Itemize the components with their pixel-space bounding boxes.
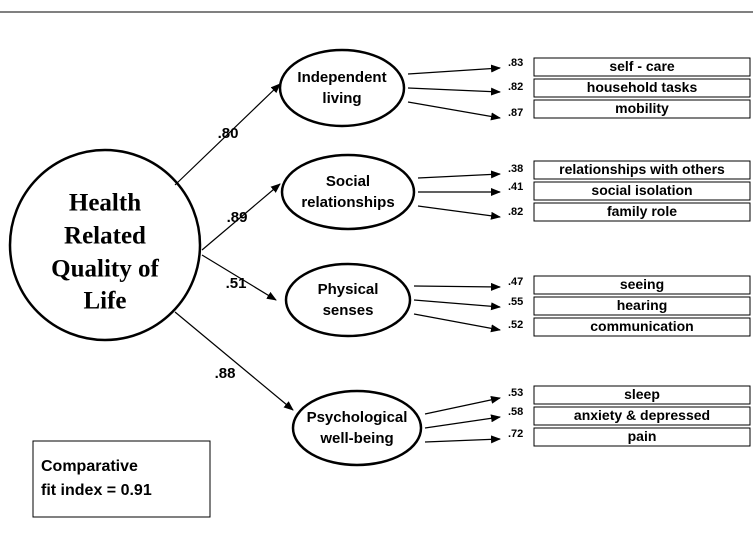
latent-circle: [8, 148, 202, 342]
indicator-box: [533, 296, 751, 316]
factor-label: well-being: [319, 430, 393, 447]
latent-label: Health: [69, 190, 141, 217]
indicator-box: [533, 406, 751, 426]
indicator-arrow: [424, 414, 501, 429]
path-arrow: [174, 311, 294, 411]
indicator-loading: .83: [508, 57, 523, 69]
factor-ellipse: [278, 48, 406, 128]
indicator-loading: .41: [508, 181, 523, 193]
indicator-loading: .55: [508, 296, 523, 308]
fit-box: [32, 440, 211, 518]
indicator-loading: .52: [508, 319, 523, 331]
indicator-arrow: [413, 313, 501, 333]
indicator-label: relationships with others: [559, 161, 725, 177]
indicator-box: [533, 385, 751, 405]
indicator-loading: .87: [508, 107, 523, 119]
latent-label: Related: [64, 223, 146, 250]
factor-label: relationships: [301, 194, 394, 211]
factor-label: Social: [326, 173, 370, 190]
indicator-box: [533, 427, 751, 447]
indicator-box: [533, 99, 751, 119]
fit-label: Comparative: [41, 458, 138, 475]
indicator-label: self - care: [609, 58, 675, 74]
factor-label: Independent: [297, 69, 386, 86]
indicator-label: social isolation: [591, 182, 692, 198]
path-arrow: [201, 183, 281, 251]
indicator-loading: .47: [508, 276, 523, 288]
indicator-box: [533, 317, 751, 337]
indicator-label: family role: [607, 203, 677, 219]
factor-ellipse: [291, 389, 423, 467]
indicator-arrow: [417, 205, 501, 220]
indicator-arrow: [407, 101, 501, 121]
indicator-arrow: [413, 282, 501, 291]
indicator-loading: .38: [508, 163, 523, 175]
indicator-label: seeing: [620, 276, 664, 292]
indicator-arrow: [424, 435, 501, 444]
fit-label: fit index = 0.91: [41, 482, 152, 499]
indicator-label: communication: [590, 318, 693, 334]
indicator-box: [533, 78, 751, 98]
indicator-label: anxiety & depressed: [574, 407, 710, 423]
latent-label: Quality of: [51, 256, 159, 283]
factor-ellipse: [280, 153, 416, 231]
indicator-arrow: [407, 87, 501, 96]
path-loading: .89: [227, 209, 248, 226]
factor-label: senses: [323, 302, 374, 319]
indicator-arrow: [407, 64, 501, 75]
indicator-box: [533, 160, 751, 180]
factor-label: Psychological: [307, 409, 408, 426]
indicator-loading: .72: [508, 428, 523, 440]
indicator-arrow: [413, 299, 501, 311]
indicator-label: pain: [628, 428, 657, 444]
indicator-loading: .82: [508, 206, 523, 218]
indicator-label: sleep: [624, 386, 660, 402]
indicator-loading: .82: [508, 81, 523, 93]
factor-label: Physical: [318, 281, 379, 298]
indicator-box: [533, 275, 751, 295]
indicator-label: hearing: [617, 297, 668, 313]
indicator-label: household tasks: [587, 79, 698, 95]
indicator-loading: .53: [508, 387, 523, 399]
path-loading: .51: [226, 275, 247, 292]
indicator-box: [533, 57, 751, 77]
path-loading: .88: [215, 365, 236, 382]
factor-label: living: [322, 90, 361, 107]
indicator-box: [533, 202, 751, 222]
indicator-arrow: [417, 170, 501, 179]
indicator-box: [533, 181, 751, 201]
latent-label: Life: [83, 288, 126, 315]
indicator-label: mobility: [615, 100, 669, 116]
path-arrow: [174, 83, 281, 186]
path-loading: .80: [218, 125, 239, 142]
path-arrow: [201, 254, 277, 301]
indicator-arrow: [424, 395, 501, 415]
indicator-loading: .58: [508, 406, 523, 418]
factor-ellipse: [284, 262, 412, 338]
